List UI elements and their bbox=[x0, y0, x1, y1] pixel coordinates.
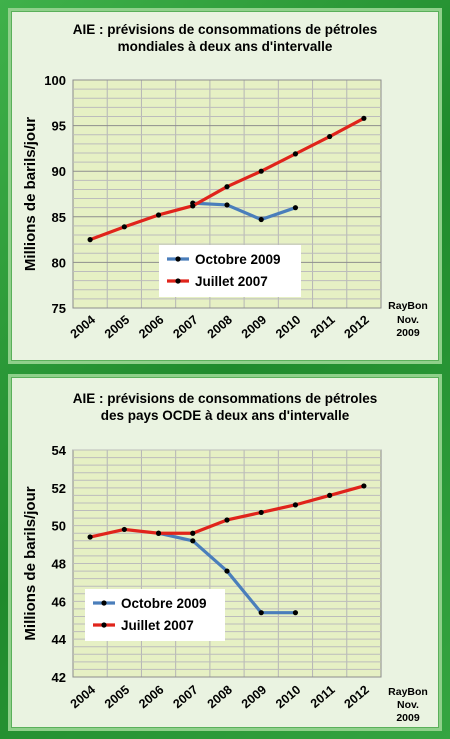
x-tick-label: 2009 bbox=[239, 313, 269, 342]
y-tick-label: 52 bbox=[52, 481, 66, 496]
y-axis-label: Millions de barils/jour bbox=[22, 486, 39, 640]
x-tick-label: 2011 bbox=[308, 313, 338, 341]
y-tick-label: 100 bbox=[44, 73, 66, 88]
y-tick-label: 42 bbox=[52, 670, 66, 685]
x-tick-label: 2010 bbox=[273, 313, 303, 342]
legend-entry: Octobre 2009 bbox=[121, 596, 207, 611]
x-tick-label: 2005 bbox=[102, 683, 132, 712]
data-point bbox=[190, 530, 196, 536]
data-point bbox=[327, 133, 333, 140]
data-point bbox=[121, 526, 127, 533]
y-tick-label: 44 bbox=[52, 632, 67, 647]
y-tick-label: 95 bbox=[52, 119, 66, 134]
legend-marker bbox=[101, 622, 107, 628]
data-point bbox=[258, 216, 264, 223]
legend-entry: Octobre 2009 bbox=[195, 252, 281, 267]
legend-box bbox=[85, 589, 225, 641]
chart-panel-world: AIE : prévisions de consommations de pét… bbox=[8, 8, 442, 364]
x-tick-label: 2008 bbox=[205, 683, 235, 712]
data-point bbox=[224, 202, 230, 208]
y-tick-label: 46 bbox=[52, 594, 66, 609]
x-tick-label: 2006 bbox=[136, 313, 166, 342]
data-point bbox=[224, 184, 230, 190]
y-tick-label: 50 bbox=[52, 519, 66, 534]
credit-line: Nov. bbox=[397, 699, 419, 711]
data-point bbox=[361, 483, 367, 489]
chart-title-line: des pays OCDE à deux ans d'intervalle bbox=[101, 408, 350, 423]
data-point bbox=[190, 203, 196, 209]
chart-oecd: AIE : prévisions de consommations de pét… bbox=[22, 391, 428, 724]
x-tick-label: 2004 bbox=[68, 683, 98, 712]
y-tick-label: 85 bbox=[52, 210, 66, 225]
y-tick-label: 75 bbox=[52, 301, 66, 316]
data-point bbox=[155, 212, 162, 218]
data-point bbox=[258, 168, 264, 174]
x-tick-label: 2011 bbox=[308, 683, 338, 711]
x-tick-label: 2009 bbox=[239, 683, 269, 712]
x-tick-label: 2004 bbox=[68, 313, 98, 342]
y-axis-label: Millions de barils/jour bbox=[22, 117, 39, 271]
data-point bbox=[87, 534, 93, 540]
y-tick-label: 54 bbox=[52, 443, 67, 458]
data-point bbox=[224, 517, 230, 523]
data-point bbox=[292, 610, 299, 616]
chart-title-line: mondiales à deux ans d'intervalle bbox=[118, 39, 333, 54]
credit-line: RayBon bbox=[388, 686, 428, 698]
x-tick-label: 2012 bbox=[342, 683, 372, 712]
x-tick-label: 2008 bbox=[205, 313, 235, 342]
data-point bbox=[121, 224, 127, 230]
credit-line: Nov. bbox=[397, 314, 419, 326]
legend-box bbox=[159, 245, 301, 297]
data-point bbox=[258, 509, 264, 516]
x-tick-label: 2010 bbox=[273, 683, 303, 712]
data-point bbox=[292, 502, 299, 508]
legend-marker bbox=[175, 278, 181, 284]
legend-entry: Juillet 2007 bbox=[121, 618, 194, 633]
x-tick-label: 2012 bbox=[342, 313, 372, 342]
credit-line: RayBon bbox=[388, 300, 428, 312]
data-point bbox=[190, 538, 196, 544]
data-point bbox=[292, 151, 299, 157]
credit-line: 2009 bbox=[396, 327, 420, 339]
x-tick-label: 2007 bbox=[170, 313, 200, 342]
y-tick-label: 80 bbox=[52, 255, 66, 270]
data-point bbox=[361, 115, 367, 121]
data-point bbox=[292, 205, 299, 211]
chart-panel-oecd: AIE : prévisions de consommations de pét… bbox=[8, 374, 442, 731]
legend-entry: Juillet 2007 bbox=[195, 274, 268, 289]
chart-world: AIE : prévisions de consommations de pét… bbox=[22, 22, 428, 342]
x-tick-label: 2006 bbox=[136, 683, 166, 712]
data-point bbox=[327, 492, 333, 498]
data-point bbox=[224, 568, 230, 574]
credit-line: 2009 bbox=[396, 712, 420, 724]
x-tick-label: 2007 bbox=[170, 683, 200, 712]
series-line-octobre-2009 bbox=[192, 201, 296, 222]
legend-marker bbox=[175, 256, 181, 262]
data-point bbox=[87, 237, 93, 243]
x-tick-label: 2005 bbox=[102, 313, 132, 342]
y-tick-label: 90 bbox=[52, 164, 66, 179]
data-point bbox=[155, 530, 162, 536]
data-point bbox=[258, 610, 264, 616]
chart-title-line: AIE : prévisions de consommations de pét… bbox=[73, 22, 378, 37]
chart-title-line: AIE : prévisions de consommations de pét… bbox=[73, 391, 378, 406]
y-tick-label: 48 bbox=[52, 557, 66, 572]
legend-marker bbox=[101, 600, 107, 606]
